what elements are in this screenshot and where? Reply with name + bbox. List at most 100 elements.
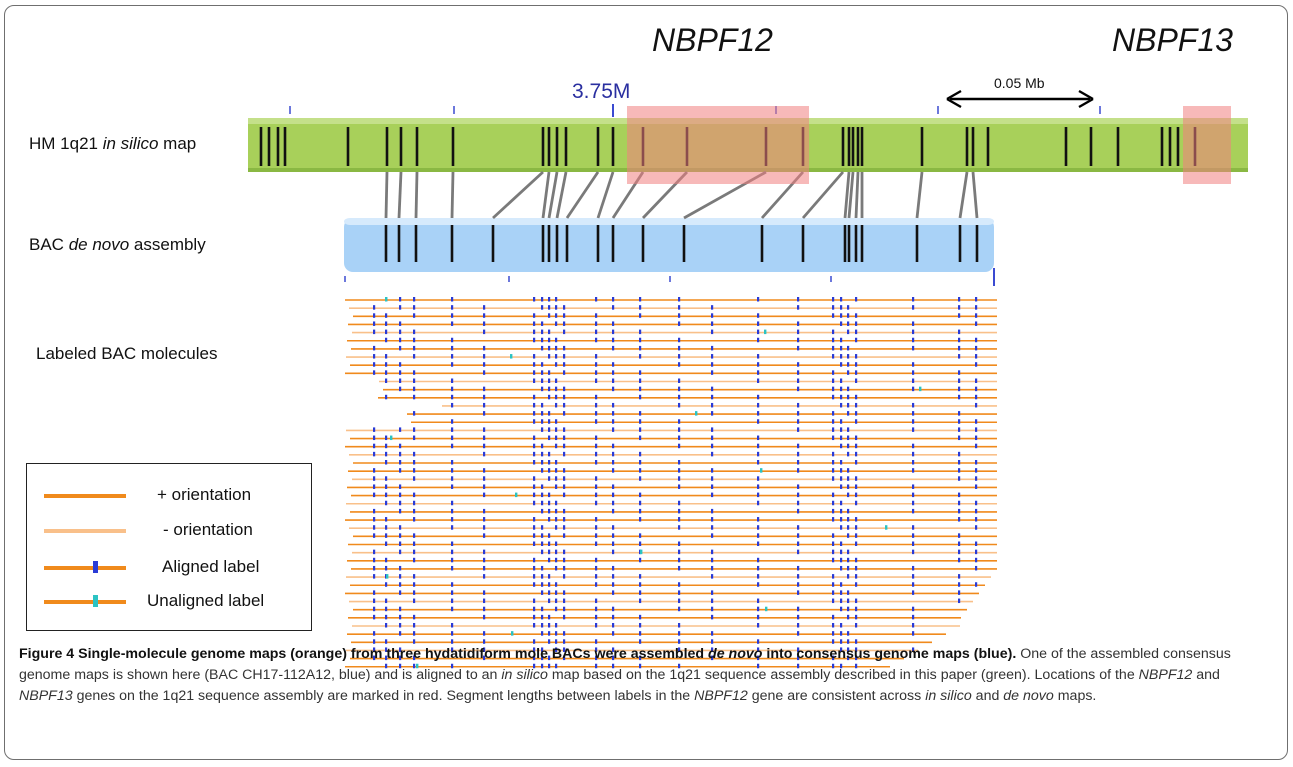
aligned-label-dot <box>413 370 416 375</box>
aligned-label-dot <box>595 606 598 612</box>
aligned-label-dot <box>541 541 544 546</box>
aligned-label-dot <box>399 647 402 652</box>
aligned-label-dot <box>840 500 843 506</box>
aligned-label-dot <box>975 525 978 530</box>
aligned-label-dot <box>832 394 835 400</box>
aligned-label-dot <box>855 313 858 318</box>
aligned-label-dot <box>958 574 961 579</box>
aligned-label-dot <box>451 476 454 481</box>
aligned-label-dot <box>541 419 544 424</box>
aligned-label-dot <box>548 631 551 636</box>
aligned-label-dot <box>855 460 858 465</box>
aligned-label-dot <box>797 647 800 652</box>
aligned-label-dot <box>373 508 376 514</box>
aligned-label-dot <box>373 329 376 335</box>
alignment-line <box>450 171 455 219</box>
aligned-label-dot <box>797 655 800 661</box>
aligned-label-dot <box>912 492 915 498</box>
aligned-label-dot <box>757 402 760 408</box>
aligned-label-dot <box>797 460 800 465</box>
aligned-label-dot <box>847 557 850 563</box>
aligned-label-dot <box>855 606 858 612</box>
aligned-label-dot <box>612 582 615 587</box>
aligned-label-dot <box>678 606 681 612</box>
aligned-label-dot <box>797 386 800 392</box>
aligned-label-dot <box>451 345 454 351</box>
aligned-label-dot <box>832 492 835 498</box>
aligned-label-dot <box>595 419 598 424</box>
aligned-label-dot <box>483 386 486 392</box>
aligned-label-dot <box>855 582 858 587</box>
aligned-label-dot <box>563 606 566 612</box>
aligned-label-dot <box>757 460 760 465</box>
aligned-label-dot <box>711 451 714 457</box>
aligned-label-dot <box>847 565 850 571</box>
aligned-label-dot <box>555 639 558 644</box>
aligned-label-dot <box>595 541 598 546</box>
aligned-label-dot <box>451 354 454 359</box>
aligned-label-dot <box>451 378 454 383</box>
aligned-label-dot <box>855 541 858 546</box>
aligned-label-dot <box>678 394 681 400</box>
aligned-label-dot <box>832 329 835 335</box>
aligned-label-dot <box>555 631 558 636</box>
aligned-label-dot <box>711 517 714 522</box>
aligned-label-dot <box>533 321 536 326</box>
aligned-label-dot <box>373 451 376 457</box>
aligned-label-dot <box>533 525 536 530</box>
aligned-label-dot <box>399 655 402 661</box>
aligned-label-dot <box>855 557 858 563</box>
aligned-label-dot <box>711 565 714 571</box>
aligned-label-dot <box>847 329 850 335</box>
aligned-label-dot <box>555 378 558 383</box>
aligned-label-dot <box>483 468 486 473</box>
aligned-label-dot <box>612 533 615 538</box>
aligned-label-dot <box>451 362 454 367</box>
aligned-label-dot <box>413 451 416 457</box>
aligned-label-dot <box>413 508 416 514</box>
aligned-label-dot <box>797 337 800 343</box>
aligned-label-dot <box>483 394 486 400</box>
aligned-label-dot <box>533 500 536 506</box>
aligned-label-dot <box>855 533 858 538</box>
aligned-label-dot <box>855 354 858 359</box>
aligned-label-dot <box>678 639 681 644</box>
aligned-label-dot <box>840 460 843 465</box>
aligned-label-dot <box>958 297 961 302</box>
aligned-label-dot <box>847 362 850 367</box>
aligned-label-dot <box>912 451 915 457</box>
aligned-label-dot <box>595 582 598 587</box>
unaligned-label-dot <box>640 549 643 555</box>
aligned-label-dot <box>555 508 558 514</box>
aligned-label-dot <box>711 484 714 489</box>
aligned-label-dot <box>548 411 551 416</box>
aligned-label-dot <box>832 468 835 473</box>
aligned-label-dot <box>958 590 961 595</box>
aligned-label-dot <box>548 508 551 514</box>
aligned-label-dot <box>678 362 681 367</box>
aligned-label-dot <box>612 484 615 489</box>
aligned-label-dot <box>399 574 402 579</box>
aligned-label-dot <box>533 313 536 318</box>
aligned-label-dot <box>555 663 558 669</box>
denovo-assembly-highlight <box>344 218 994 225</box>
aligned-label-dot <box>832 517 835 522</box>
aligned-label-dot <box>385 663 388 669</box>
aligned-label-dot <box>595 313 598 318</box>
aligned-label-dot <box>612 663 615 669</box>
aligned-label-dot <box>958 370 961 375</box>
aligned-label-dot <box>757 329 760 335</box>
aligned-label-dot <box>797 370 800 375</box>
aligned-label-dot <box>373 557 376 563</box>
aligned-label-dot <box>847 411 850 416</box>
aligned-label-dot <box>855 321 858 326</box>
aligned-label-dot <box>797 484 800 489</box>
aligned-label-dot <box>847 655 850 661</box>
aligned-label-dot <box>548 533 551 538</box>
alignment-line <box>414 171 419 219</box>
aligned-label-dot <box>840 419 843 424</box>
aligned-label-dot <box>612 305 615 310</box>
aligned-label-dot <box>958 508 961 514</box>
aligned-label-dot <box>612 631 615 636</box>
aligned-label-dot <box>678 582 681 587</box>
